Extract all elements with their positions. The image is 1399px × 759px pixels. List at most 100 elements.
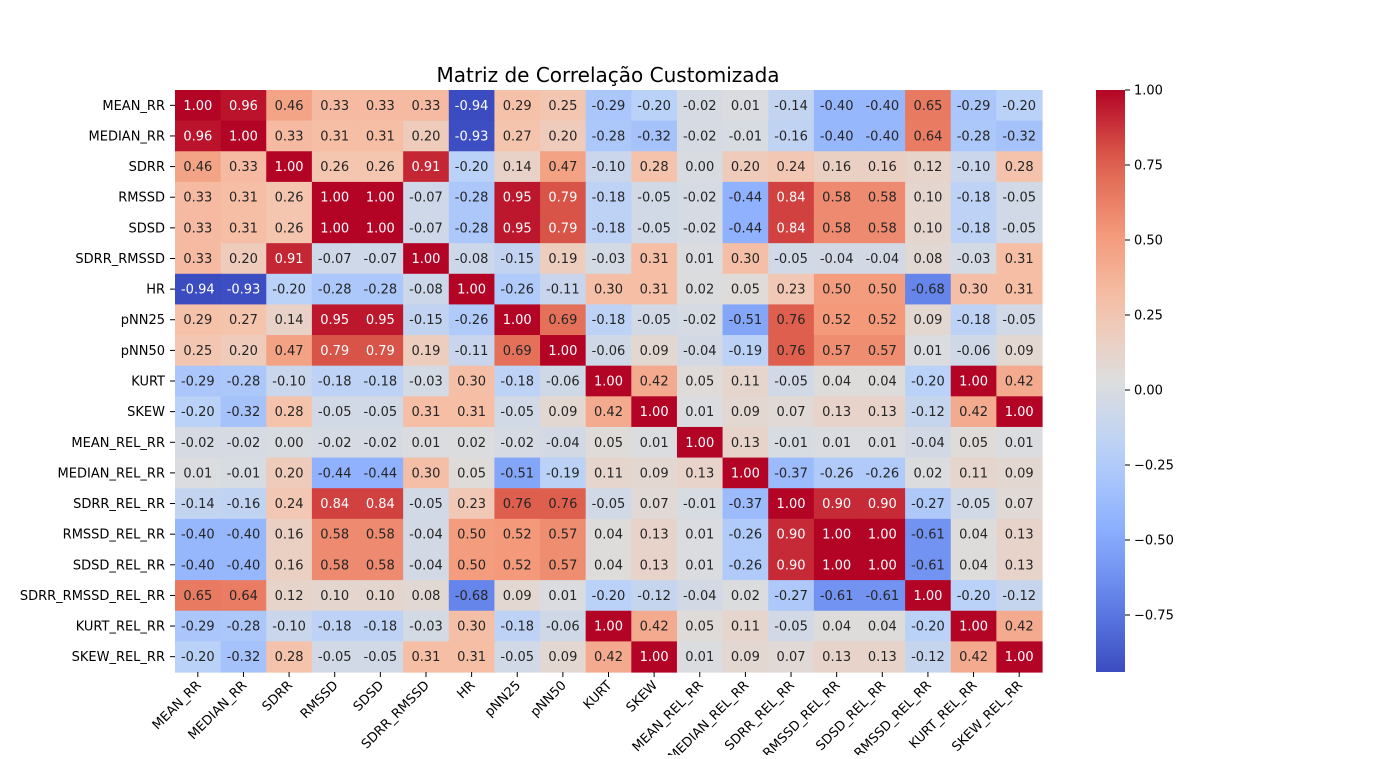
cell-value-label: 0.96 [229, 99, 258, 114]
cell-value-label: 0.01 [685, 405, 714, 420]
cell-value-label: 0.01 [411, 436, 440, 451]
heatmap-cell [175, 243, 222, 275]
cell-value-label: 0.79 [548, 191, 577, 206]
cell-value-label: 0.84 [366, 497, 395, 512]
cell-value-label: 0.01 [685, 528, 714, 543]
cell-value-label: 1.00 [366, 221, 395, 236]
heatmap-cell [585, 457, 632, 489]
cell-value-label: 0.13 [822, 650, 851, 665]
cell-value-label: -0.93 [455, 129, 489, 144]
cell-value-label: -0.61 [911, 528, 945, 543]
heatmap-cell [494, 396, 541, 428]
heatmap-cell [722, 304, 769, 336]
heatmap-cell [494, 304, 541, 336]
cell-value-label: -0.40 [820, 99, 854, 114]
cell-value-label: 0.05 [457, 466, 486, 481]
cell-value-label: -0.05 [318, 650, 352, 665]
cell-value-label: 0.33 [411, 99, 440, 114]
heatmap-cell [950, 151, 997, 183]
cell-value-label: -0.01 [683, 497, 717, 512]
cell-value-label: 0.96 [183, 129, 212, 144]
heatmap-cell [494, 335, 541, 367]
heatmap-cell [311, 243, 359, 275]
cell-value-label: 0.31 [640, 252, 669, 267]
cell-value-label: 1.00 [640, 405, 669, 420]
cell-value-label: -0.32 [227, 405, 261, 420]
heatmap-cell [631, 426, 678, 459]
heatmap-cell [220, 273, 267, 306]
heatmap-cell [311, 426, 359, 459]
heatmap-cell [676, 335, 724, 367]
heatmap-cell [859, 181, 906, 214]
heatmap-cell [996, 518, 1043, 551]
cell-value-label: 0.52 [503, 558, 532, 573]
cell-value-label: -0.18 [592, 313, 626, 328]
heatmap-cell [813, 304, 861, 336]
cell-value-label: -0.01 [774, 436, 808, 451]
heatmap-cell [220, 365, 267, 397]
heatmap-cell [494, 580, 541, 612]
heatmap-cell [494, 212, 541, 244]
cell-value-label: -0.14 [181, 497, 215, 512]
cell-value-label: -0.02 [683, 313, 717, 328]
heatmap-cell [266, 518, 313, 551]
heatmap-cell [905, 273, 952, 306]
heatmap-cell [813, 396, 861, 428]
heatmap-cell [357, 120, 404, 152]
cell-value-label: 0.57 [548, 558, 577, 573]
cell-value-label: -0.01 [729, 129, 763, 144]
cell-value-label: 0.01 [183, 466, 212, 481]
heatmap-cell [403, 120, 450, 152]
heatmap-cell [631, 335, 678, 367]
heatmap-cell [631, 304, 678, 336]
heatmap-cell [905, 457, 952, 489]
heatmap-cell [357, 90, 404, 122]
cell-value-label: 1.00 [320, 221, 349, 236]
heatmap-cell [676, 549, 724, 581]
heatmap-cell [950, 335, 997, 367]
heatmap-cell [996, 641, 1043, 673]
heatmap-cell [175, 365, 222, 397]
cell-value-label: 0.08 [411, 589, 440, 604]
heatmap-cell [676, 365, 724, 397]
cell-value-label: -0.05 [637, 191, 671, 206]
heatmap-cell [722, 151, 769, 183]
heatmap-cell [540, 90, 587, 122]
heatmap-cell [905, 120, 952, 152]
heatmap-cell [768, 273, 815, 306]
heatmap-cell [813, 120, 861, 152]
heatmap-cell [311, 396, 359, 428]
cell-value-label: 1.00 [822, 528, 851, 543]
cell-value-label: 1.00 [959, 375, 988, 390]
colorbar-tick-label: 0.00 [1134, 384, 1163, 399]
x-tick-label-kurt: KURT [581, 678, 615, 712]
heatmap-cell [996, 488, 1043, 520]
cell-value-label: 0.79 [366, 344, 395, 359]
cell-value-label: 0.33 [183, 252, 212, 267]
cell-value-label: -0.05 [774, 620, 808, 635]
heatmap-cell [494, 488, 541, 520]
heatmap-cell [540, 120, 587, 152]
heatmap-cell [494, 426, 541, 459]
cell-value-label: 0.64 [913, 129, 942, 144]
heatmap-cell [996, 426, 1043, 459]
cell-value-label: -0.26 [455, 313, 489, 328]
heatmap-cell [357, 243, 404, 275]
cell-value-label: 1.00 [366, 191, 395, 206]
heatmap-cell [859, 641, 906, 673]
cell-value-label: 0.09 [548, 405, 577, 420]
heatmap-cell [448, 365, 496, 397]
heatmap-cell [905, 243, 952, 275]
heatmap-cell [175, 610, 222, 642]
heatmap-cell [859, 90, 906, 122]
heatmap-cell [357, 335, 404, 367]
cell-value-label: 0.58 [822, 221, 851, 236]
cell-value-label: 0.33 [229, 160, 258, 175]
cell-value-label: 0.02 [685, 283, 714, 298]
heatmap-cell [448, 151, 496, 183]
heatmap-cell [448, 518, 496, 551]
heatmap-cell [722, 335, 769, 367]
heatmap-cell [722, 273, 769, 306]
heatmap-cell [768, 488, 815, 520]
cell-value-label: -0.18 [500, 620, 534, 635]
